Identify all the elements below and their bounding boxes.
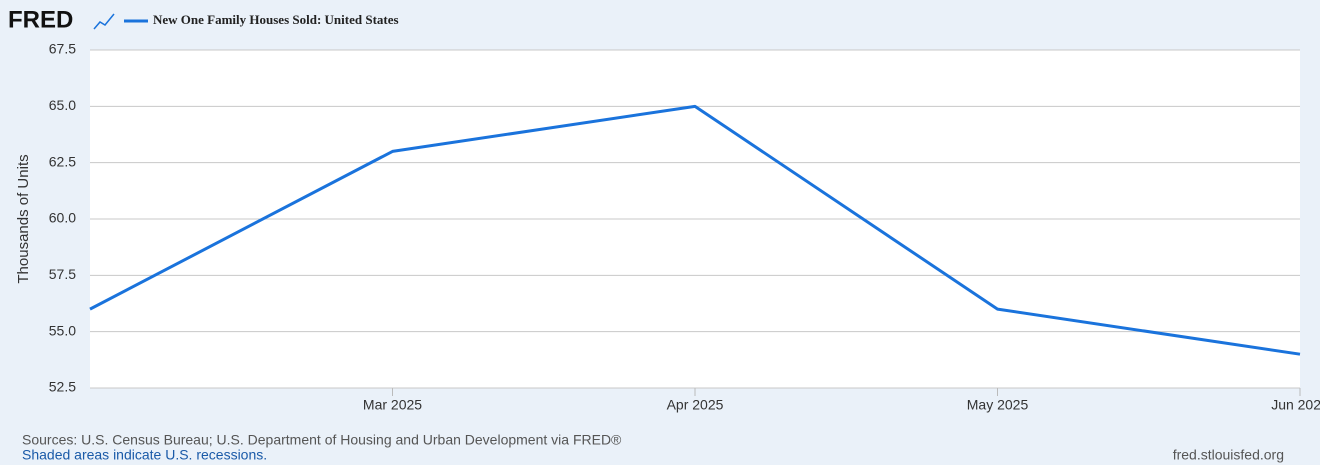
data-line <box>89 104 1301 356</box>
y-axis-label: Thousands of Units <box>15 154 32 283</box>
x-tick-label: May 2025 <box>967 397 1029 413</box>
x-tick-label: Mar 2025 <box>363 397 422 413</box>
y-tick-label: 57.5 <box>49 266 76 282</box>
recessions-note[interactable]: Shaded areas indicate U.S. recessions. <box>22 447 267 463</box>
x-tick-label: Jun 2025 <box>1271 397 1320 413</box>
y-tick-label: 62.5 <box>49 153 76 169</box>
logo-icon <box>93 13 115 30</box>
legend-label: New One Family Houses Sold: United State… <box>153 12 399 27</box>
site-link[interactable]: fred.stlouisfed.org <box>1173 447 1284 463</box>
y-tick-label: 60.0 <box>49 210 76 226</box>
y-tick-label: 52.5 <box>49 379 76 395</box>
y-tick-label: 65.0 <box>49 97 76 113</box>
y-tick-label: 55.0 <box>49 322 76 338</box>
x-tick-label: Apr 2025 <box>667 397 724 413</box>
sources: Sources: U.S. Census Bureau; U.S. Depart… <box>22 432 622 448</box>
logo: FRED <box>8 6 73 33</box>
y-tick-label: 67.5 <box>49 41 76 57</box>
